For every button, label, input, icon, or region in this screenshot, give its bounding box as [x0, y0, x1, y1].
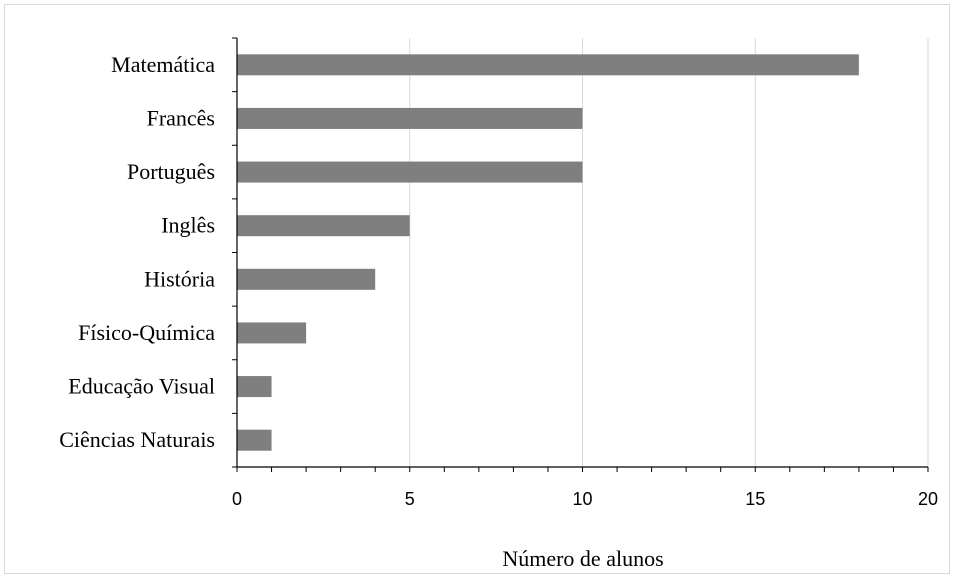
axes: [232, 37, 929, 472]
category-label-2: Português: [127, 159, 215, 184]
bar-6: [237, 376, 272, 398]
bar-0: [237, 54, 859, 76]
x-tick-labels: 0 5 10 15 20: [232, 489, 938, 509]
x-tick-label-1: 5: [405, 489, 415, 509]
bars: [237, 54, 859, 451]
category-label-4: História: [144, 266, 215, 291]
category-label-0: Matemática: [111, 52, 215, 77]
chart-frame: [4, 4, 950, 574]
x-axis-title: Número de alunos: [502, 546, 663, 571]
x-tick-label-0: 0: [232, 489, 242, 509]
x-tick-label-3: 15: [745, 489, 765, 509]
bar-2: [237, 161, 583, 183]
bar-1: [237, 107, 583, 129]
category-label-1: Francês: [147, 105, 215, 130]
x-tick-label-2: 10: [572, 489, 592, 509]
bar-7: [237, 429, 272, 451]
category-label-5: Físico-Química: [78, 320, 215, 345]
category-label-3: Inglês: [161, 213, 215, 238]
grid-lines: [409, 38, 929, 467]
bar-5: [237, 322, 307, 344]
bar-3: [237, 215, 410, 237]
x-tick-label-4: 20: [918, 489, 938, 509]
bar-4: [237, 268, 376, 290]
category-labels: Matemática Francês Português Inglês História…: [59, 52, 215, 452]
category-label-7: Ciências Naturais: [59, 427, 215, 452]
category-label-6: Educação Visual: [68, 374, 215, 399]
